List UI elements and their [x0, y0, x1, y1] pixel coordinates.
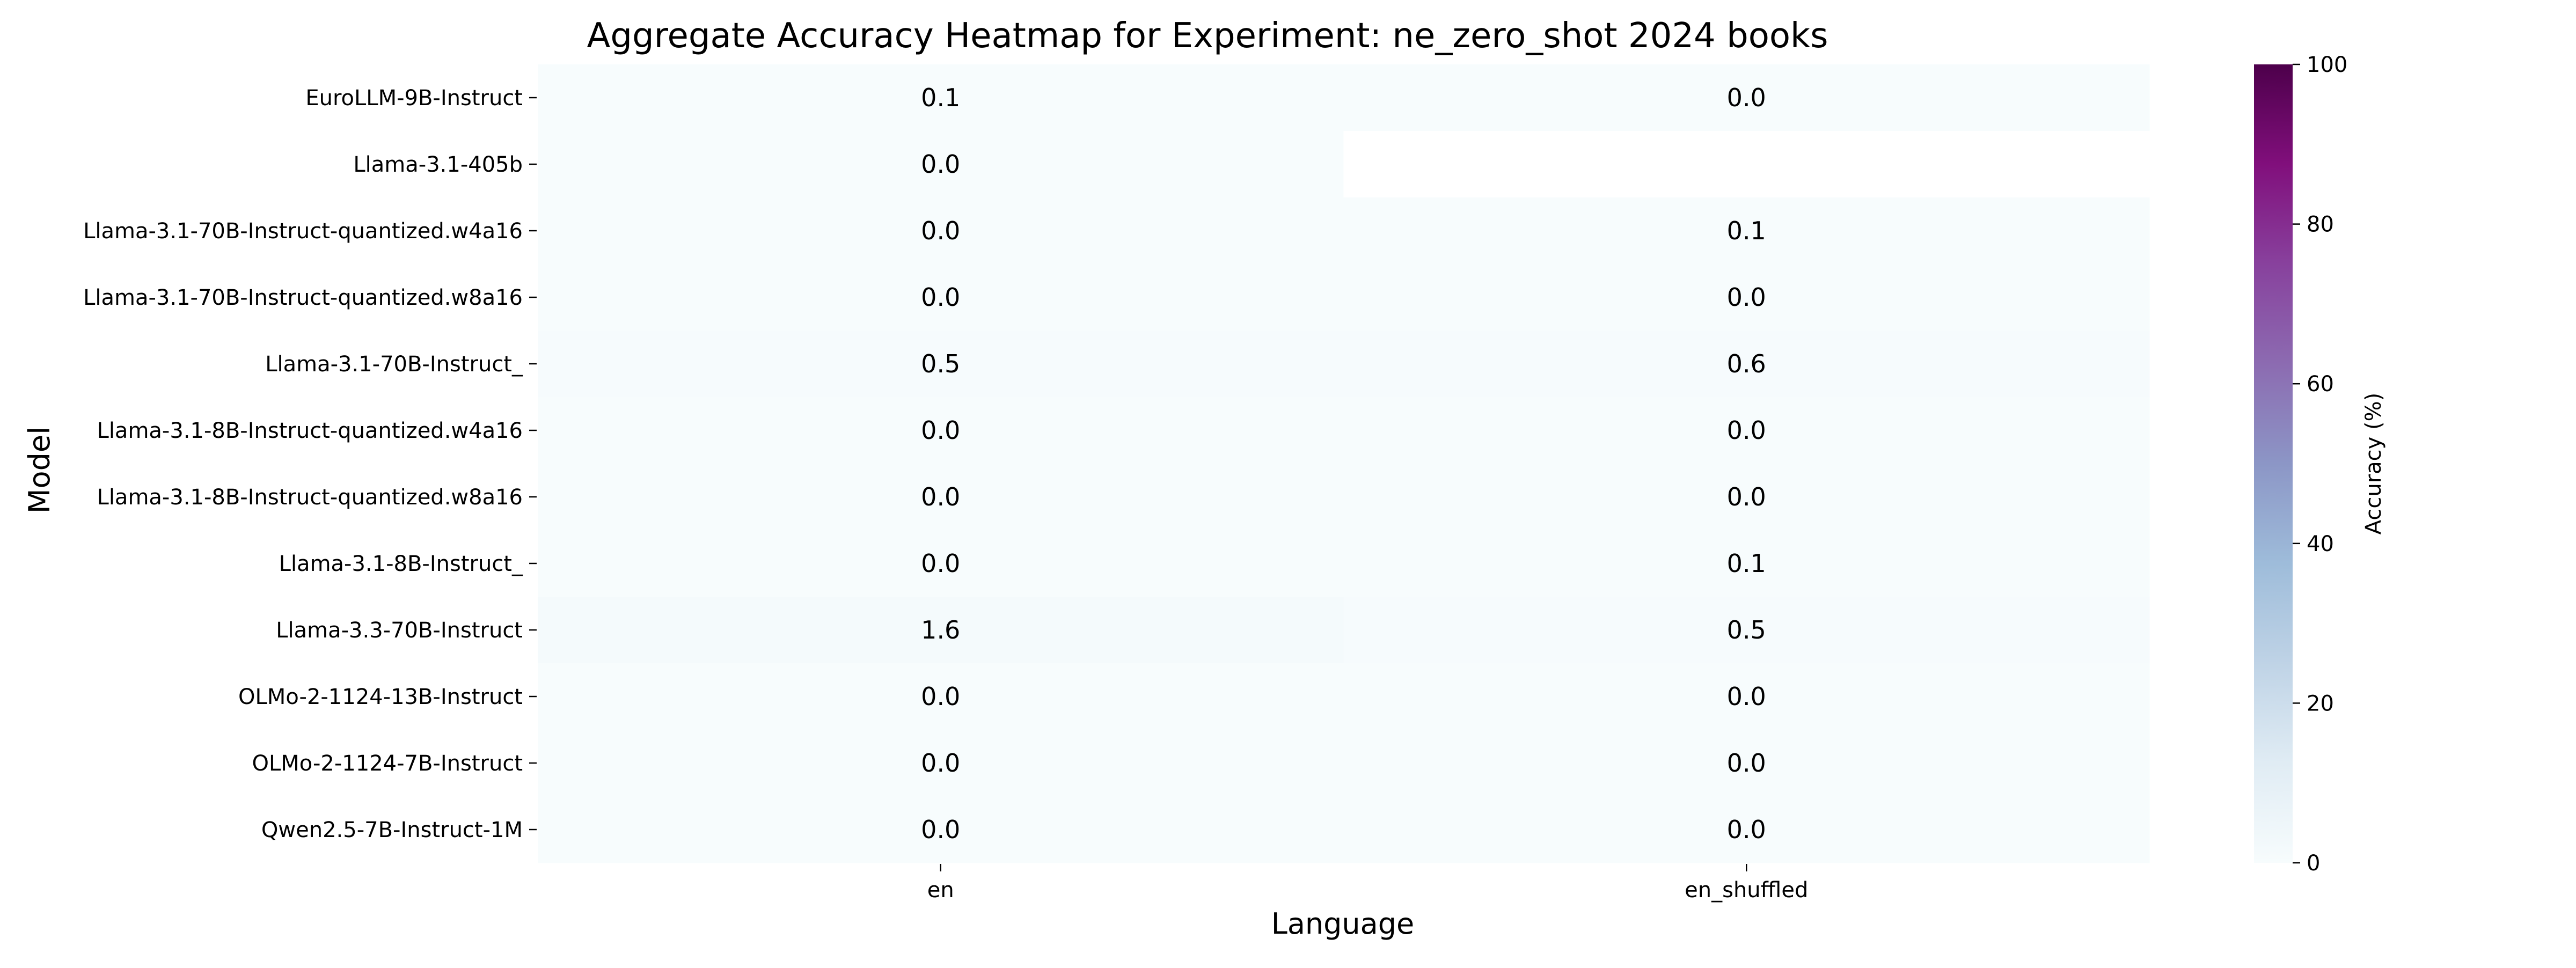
- heatmap-cell: [1343, 464, 2150, 531]
- y-tick-label: Qwen2.5-7B-Instruct-1M: [261, 818, 523, 842]
- chart-title: Aggregate Accuracy Heatmap for Experimen…: [587, 16, 1828, 56]
- cell-value-label: 0.0: [921, 216, 960, 245]
- y-tick-label: Llama-3.1-70B-Instruct-quantized.w4a16: [83, 219, 523, 244]
- cell-value-label: 0.0: [1727, 682, 1766, 711]
- y-tick-label: Llama-3.1-70B-Instruct_: [265, 352, 523, 377]
- heatmap-cell: [1343, 331, 2150, 398]
- cell-value-label: 0.0: [921, 749, 960, 778]
- heatmap-cell: [538, 131, 1344, 198]
- y-tick-label: Llama-3.1-8B-Instruct_: [279, 552, 523, 576]
- heatmap-cell: [1343, 397, 2150, 464]
- y-tick-label: Llama-3.1-8B-Instruct-quantized.w4a16: [97, 419, 523, 443]
- heatmap-cell: [538, 530, 1344, 597]
- cell-value-label: 0.5: [1727, 615, 1766, 644]
- y-axis-label: Model: [23, 427, 56, 514]
- heatmap-cell: [1343, 197, 2150, 265]
- heatmap-cell: [538, 464, 1344, 531]
- cell-value-label: 0.0: [1727, 83, 1766, 112]
- heatmap-cell: [1343, 730, 2150, 797]
- cell-value-label: 0.0: [1727, 482, 1766, 511]
- heatmap-cell: [538, 397, 1344, 464]
- colorbar-tick-label: 0: [2307, 851, 2320, 876]
- heatmap-cells: 0.1 0.0 0.0 0.0 0.1 0.0 0.0 0.5 0.6 0.0 0.0 0.0 0.0 0…: [538, 64, 2150, 863]
- heatmap-cell: [538, 64, 1344, 131]
- colorbar-ticks: 0 20 40 60 80 100: [2293, 53, 2347, 876]
- heatmap-cell: [1343, 264, 2150, 331]
- colorbar-label: Accuracy (%): [2361, 393, 2386, 535]
- y-tick-label: OLMo-2-1124-7B-Instruct: [252, 751, 523, 776]
- colorbar-tick-label: 40: [2307, 532, 2334, 556]
- colorbar-tick-label: 100: [2307, 53, 2347, 77]
- y-tick-label: Llama-3.1-405b: [353, 152, 523, 177]
- cell-value-label: 0.0: [921, 482, 960, 511]
- colorbar: 0 20 40 60 80 100 Accuracy (%): [2254, 53, 2386, 876]
- cell-value-label: 0.1: [1727, 216, 1766, 245]
- heatmap-cell: [1343, 597, 2150, 664]
- y-tick-label: OLMo-2-1124-13B-Instruct: [238, 685, 523, 709]
- cell-value-label: 0.0: [921, 815, 960, 844]
- colorbar-gradient: [2254, 64, 2293, 863]
- cell-value-label: 0.0: [1727, 283, 1766, 312]
- colorbar-tick-label: 20: [2307, 691, 2334, 716]
- cell-value-label: 0.0: [1727, 749, 1766, 778]
- cell-value-label: 0.0: [921, 150, 960, 179]
- y-tick-label: Llama-3.1-70B-Instruct-quantized.w8a16: [83, 285, 523, 310]
- cell-value-label: 0.0: [921, 549, 960, 578]
- x-axis-label: Language: [1271, 907, 1415, 941]
- heatmap-cell: [1343, 530, 2150, 597]
- heatmap-cell: [538, 597, 1344, 664]
- colorbar-tick-label: 80: [2307, 212, 2334, 237]
- y-tick-label: Llama-3.3-70B-Instruct: [276, 618, 523, 643]
- cell-value-label: 0.1: [1727, 549, 1766, 578]
- cell-value-label: 0.0: [1727, 416, 1766, 445]
- heatmap-cell: [538, 730, 1344, 797]
- cell-value-label: 0.0: [921, 416, 960, 445]
- heatmap-cell: [1343, 663, 2150, 730]
- colorbar-tick-label: 60: [2307, 372, 2334, 397]
- cell-value-label: 0.0: [921, 283, 960, 312]
- cell-value-label: 0.1: [921, 83, 960, 112]
- heatmap-cell: [1343, 64, 2150, 131]
- heatmap-cell: [538, 663, 1344, 730]
- heatmap-cell: [538, 331, 1344, 398]
- y-tick-labels: EuroLLM-9B-Instruct Llama-3.1-405b Llama-3…: [83, 86, 537, 842]
- y-tick-label: EuroLLM-9B-Instruct: [305, 86, 523, 111]
- x-tick-label: en_shuffled: [1685, 878, 1808, 903]
- heatmap-cell: [1343, 131, 2150, 198]
- heatmap-cell: [538, 264, 1344, 331]
- cell-value-label: 1.6: [921, 615, 960, 644]
- heatmap-cell: [538, 197, 1344, 265]
- heatmap-cell: [1343, 796, 2150, 863]
- cell-value-label: 0.6: [1727, 349, 1766, 378]
- cell-value-label: 0.0: [921, 682, 960, 711]
- heatmap-cell: [538, 796, 1344, 863]
- cell-value-label: 0.5: [921, 349, 960, 378]
- y-tick-label: Llama-3.1-8B-Instruct-quantized.w8a16: [97, 485, 523, 510]
- x-tick-labels: en en_shuffled: [927, 864, 1808, 903]
- x-tick-label: en: [927, 878, 954, 903]
- cell-value-label: 0.0: [1727, 815, 1766, 844]
